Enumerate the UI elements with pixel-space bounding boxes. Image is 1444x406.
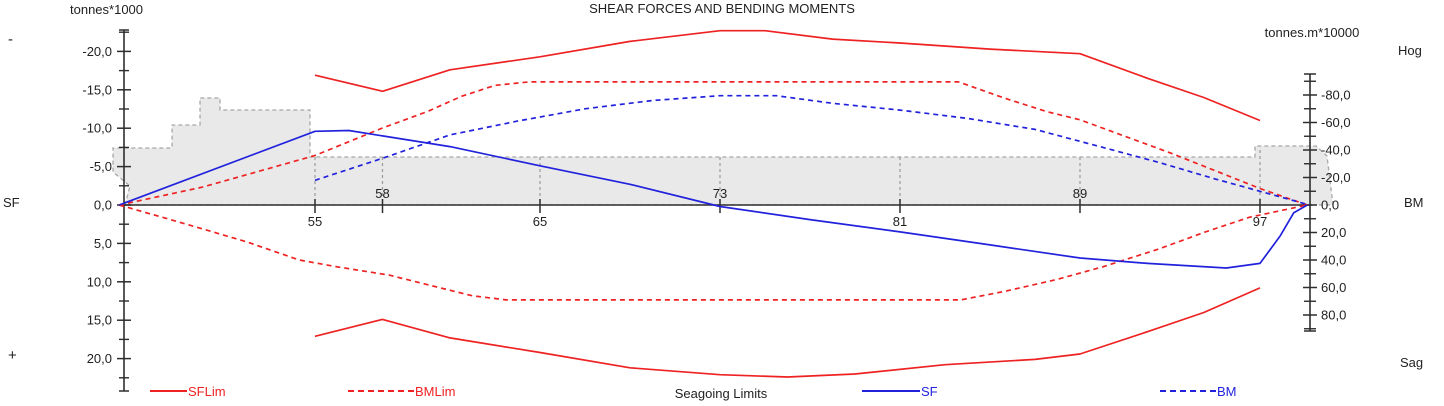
sf-positive-sign-label: + [8, 347, 17, 364]
legend-item-bm: BM [1160, 383, 1237, 399]
bm-axis-tick-label: -40,0 [1321, 143, 1351, 158]
hog-label: Hog [1398, 43, 1422, 58]
legend-dashed-line-sample [348, 390, 414, 392]
series-SFLim-upper [314, 29, 1261, 122]
ship-profile-silhouette [112, 97, 1334, 206]
frame-label-73: 73 [713, 186, 727, 201]
sf-axis-tick-label: -5,0 [90, 159, 112, 174]
legend-label: SFLim [188, 383, 226, 399]
sf-axis-tick-label: -20,0 [82, 44, 112, 59]
legend-item-sflim: SFLim [150, 383, 226, 399]
left-axis-unit-label: tonnes*1000 [70, 2, 144, 17]
legend: SFLim BMLim SF BM [0, 384, 1444, 404]
frame-label-55: 55 [308, 214, 322, 229]
bm-axis-tick-label: 40,0 [1321, 253, 1346, 268]
frame-label-65: 65 [533, 214, 547, 229]
legend-dashed-line-sample [1160, 390, 1216, 392]
sf-axis-tick-label: 10,0 [87, 274, 112, 289]
series-BMLim-sag [118, 204, 1308, 301]
series-BMLim-hog [119, 81, 1308, 206]
chart-title: SHEAR FORCES AND BENDING MOMENTS [589, 1, 855, 16]
bm-axis-tick-label: 0,0 [1321, 198, 1339, 213]
sf-axis-label: SF [3, 195, 20, 210]
series-SFLim-lower [314, 287, 1261, 378]
bm-axis-tick-label: -60,0 [1321, 115, 1351, 130]
sag-label: Sag [1400, 355, 1424, 370]
sf-axis-tick-label: -15,0 [82, 82, 112, 97]
bm-axis-label: BM [1404, 195, 1424, 210]
sf-axis-tick-label: -10,0 [82, 121, 112, 136]
legend-label: BM [1217, 383, 1237, 399]
legend-item-bmlim: BMLim [348, 383, 456, 399]
bm-axis-tick-label: 60,0 [1321, 280, 1346, 295]
legend-label: SF [921, 383, 938, 399]
series-SF [118, 129, 1308, 269]
frame-label-58: 58 [375, 186, 389, 201]
sf-axis-tick-label: 5,0 [94, 236, 112, 251]
legend-label: BMLim [415, 383, 456, 399]
bm-axis-tick-label: -80,0 [1321, 88, 1351, 103]
sf-axis-tick-label: 20,0 [87, 351, 112, 366]
frame-label-81: 81 [893, 214, 907, 229]
x-axis-title: Seagoing Limits [674, 386, 768, 401]
sf-negative-sign-label: - [8, 31, 13, 48]
bm-axis-tick-label: 20,0 [1321, 225, 1346, 240]
sf-axis-tick-label: 15,0 [87, 313, 112, 328]
bm-axis-tick-label: -20,0 [1321, 170, 1351, 185]
legend-item-sf: SF [862, 383, 938, 399]
frame-label-89: 89 [1073, 186, 1087, 201]
bm-axis-tick-label: 80,0 [1321, 308, 1346, 323]
sf-axis-tick-label: 0,0 [94, 198, 112, 213]
right-axis-unit-label: tonnes.m*10000 [1264, 25, 1360, 40]
legend-solid-line-sample [150, 390, 187, 392]
legend-solid-line-sample [862, 390, 920, 392]
frame-label-97: 97 [1253, 214, 1267, 229]
